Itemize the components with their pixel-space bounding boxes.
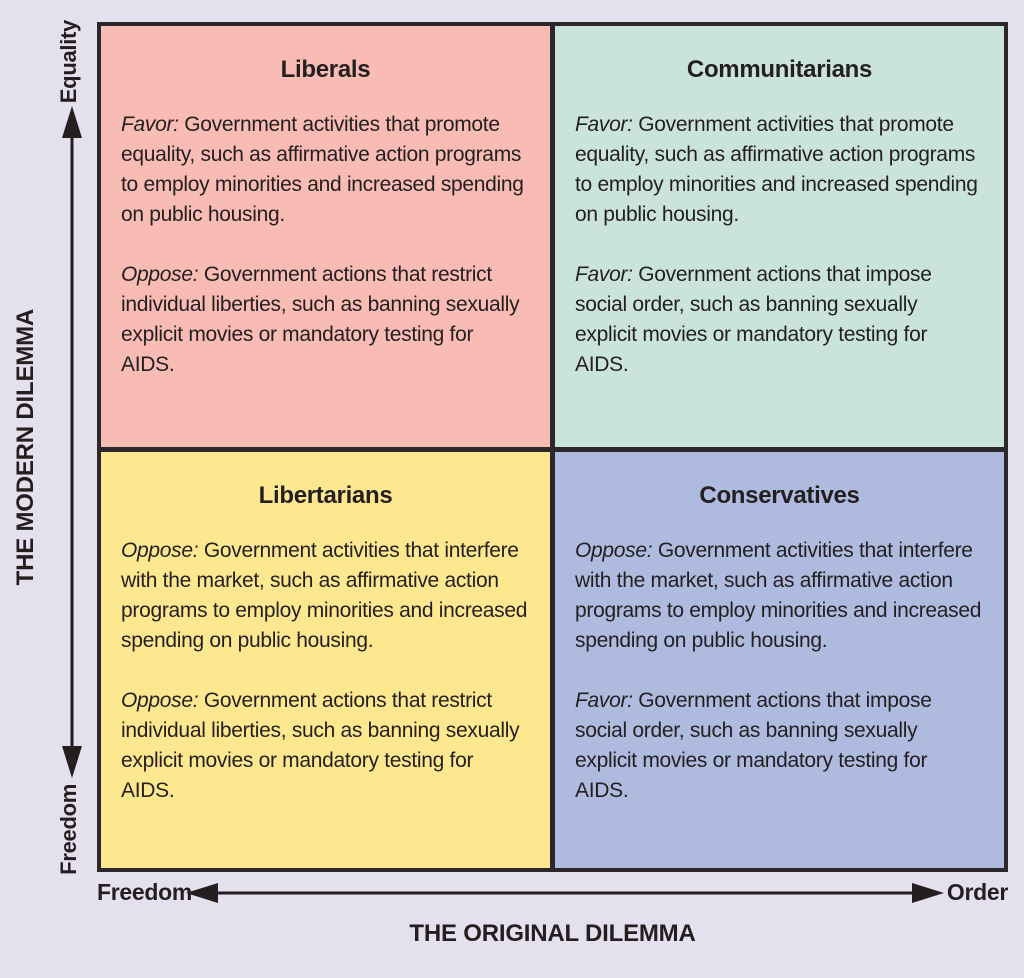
y-axis-bottom-label-freedom: Freedom	[56, 784, 81, 875]
stance-label: Favor:	[575, 113, 633, 136]
stance-label: Oppose:	[121, 689, 199, 712]
stance-label: Oppose:	[575, 539, 653, 562]
quadrant-title-conservatives: Conservatives	[699, 482, 860, 509]
conservatives-point-1: Oppose: Government activities that inter…	[575, 536, 984, 656]
libertarians-point-2: Oppose: Government actions that restrict…	[121, 686, 530, 806]
stance-text: Government activities that interfere wit…	[121, 539, 528, 652]
communitarians-point-1: Favor: Government activities that promot…	[575, 110, 984, 230]
stance-text: Government actions that restrict individ…	[121, 689, 520, 802]
stance-label: Favor:	[575, 689, 633, 712]
quadrant-communitarians: Communitarians Favor: Government activit…	[555, 26, 1004, 447]
quadrant-title-liberals: Liberals	[280, 56, 371, 83]
conservatives-point-2: Favor: Government actions that impose so…	[575, 686, 984, 806]
x-axis-right-label-order: Order	[946, 879, 1008, 905]
stance-text: Government activities that promote equal…	[575, 113, 978, 226]
original-dilemma-axis-title: THE ORIGINAL DILEMMA	[409, 920, 696, 947]
stance-label: Favor:	[121, 113, 179, 136]
y-axis-top-label-equality: Equality	[56, 20, 81, 104]
x-axis-left-label-freedom: Freedom	[97, 879, 193, 905]
quadrant-libertarians: Libertarians Oppose: Government activiti…	[101, 452, 550, 868]
libertarians-point-1: Oppose: Government activities that inter…	[121, 536, 530, 656]
stance-label: Favor:	[575, 263, 633, 286]
quadrant-title-communitarians: Communitarians	[686, 56, 873, 83]
quadrant-title-libertarians: Libertarians	[258, 482, 393, 509]
modern-dilemma-axis-title: THE MODERN DILEMMA	[12, 308, 39, 586]
modern-dilemma-axis-title-column: THE MODERN DILEMMA	[12, 22, 40, 872]
stance-text: Government actions that restrict individ…	[121, 263, 520, 376]
stance-label: Oppose:	[121, 263, 199, 286]
quadrant-conservatives: Conservatives Oppose: Government activit…	[555, 452, 1004, 868]
stance-label: Oppose:	[121, 539, 199, 562]
liberals-point-1: Favor: Government activities that promot…	[121, 110, 530, 230]
stance-text: Government actions that impose social or…	[575, 689, 932, 802]
stance-text: Government activities that promote equal…	[121, 113, 524, 226]
quadrant-grid: Liberals Favor: Government activities th…	[97, 22, 1008, 872]
stance-text: Government activities that interfere wit…	[575, 539, 982, 652]
horizontal-double-arrow	[186, 883, 944, 903]
quadrant-liberals: Liberals Favor: Government activities th…	[101, 26, 550, 447]
liberals-point-2: Oppose: Government actions that restrict…	[121, 260, 530, 380]
stance-text: Government actions that impose social or…	[575, 263, 932, 376]
communitarians-point-2: Favor: Government actions that impose so…	[575, 260, 984, 380]
vertical-double-arrow	[62, 106, 82, 778]
